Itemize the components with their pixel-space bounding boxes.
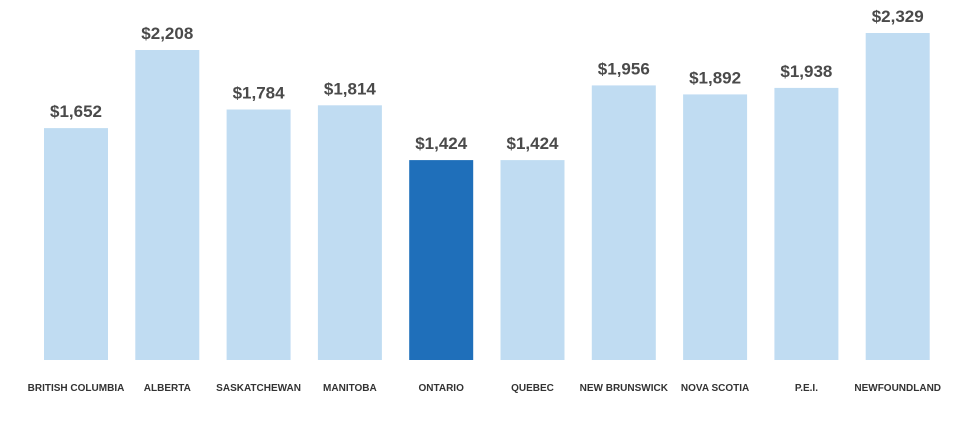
bar-ontario: [409, 160, 474, 360]
value-label-alberta: $2,208: [141, 24, 193, 43]
value-label-manitoba: $1,814: [324, 79, 377, 98]
category-label-quebec: QUEBEC: [511, 383, 554, 394]
value-label-quebec: $1,424: [507, 134, 560, 153]
bar-nova-scotia: [683, 94, 748, 361]
category-label-british-columbia: BRITISH COLUMBIA: [28, 383, 125, 394]
value-label-p-e-i: $1,938: [780, 62, 832, 81]
category-label-alberta: ALBERTA: [144, 383, 191, 394]
category-labels-group: BRITISH COLUMBIA ALBERTA SASKATCHEWAN MANIT…: [28, 383, 941, 394]
bar-newfoundland: [865, 33, 930, 360]
category-label-ontario: ONTARIO: [419, 383, 465, 394]
bar-p-e-i: [774, 87, 839, 361]
category-label-nova-scotia: NOVA SCOTIA: [681, 383, 749, 394]
bar-new-brunswick: [591, 85, 656, 361]
bars-group: [44, 33, 930, 361]
bar-british-columbia: [44, 128, 108, 360]
value-label-nova-scotia: $1,892: [689, 68, 741, 87]
value-labels-group: $1,652 $2,208 $1,784 $1,814 $1,424 $1,424 $1,9…: [50, 7, 924, 153]
category-label-saskatchewan: SASKATCHEWAN: [216, 383, 301, 394]
category-label-manitoba: MANITOBA: [323, 383, 377, 394]
value-label-ontario: $1,424: [415, 134, 468, 153]
category-label-p-e-i: P.E.I.: [795, 383, 818, 394]
value-label-new-brunswick: $1,956: [598, 59, 650, 78]
value-label-saskatchewan: $1,784: [233, 84, 286, 103]
bar-alberta: [135, 50, 200, 360]
bar-manitoba: [317, 105, 382, 360]
bar-quebec: [500, 160, 565, 360]
value-label-newfoundland: $2,329: [872, 7, 924, 26]
value-label-british-columbia: $1,652: [50, 102, 102, 121]
bar-saskatchewan: [226, 109, 291, 360]
category-label-newfoundland: NEWFOUNDLAND: [854, 383, 941, 394]
category-label-new-brunswick: NEW BRUNSWICK: [580, 383, 669, 394]
